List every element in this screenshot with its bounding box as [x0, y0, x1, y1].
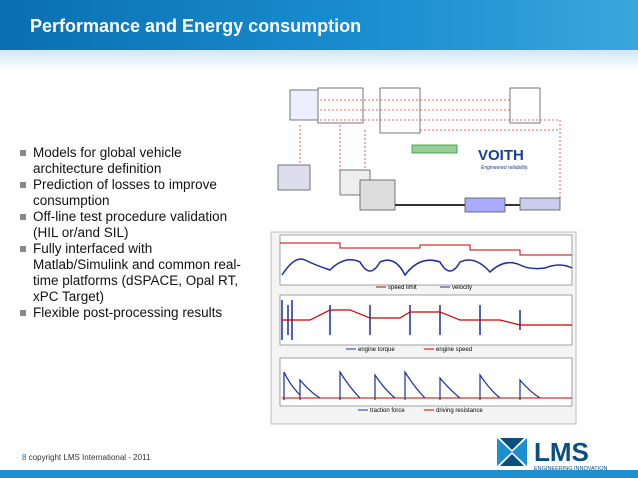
plot-panel: traction force driving resistance: [279, 357, 573, 414]
legend-label: engine speed: [436, 347, 472, 353]
lms-tagline: ENGINEERING INNOVATION: [534, 466, 607, 472]
bullet: Fully interfaced with Matlab/Simulink an…: [20, 241, 245, 305]
header-fade: [0, 50, 638, 70]
bullet: Flexible post-processing results: [20, 305, 245, 321]
schematic: [277, 87, 561, 213]
bullet-list: Models for global vehicle architecture d…: [20, 145, 245, 321]
legend-label: speed limit: [388, 285, 417, 291]
legend-label: traction force: [370, 408, 405, 414]
voith-tagline: Engineered reliability.: [481, 165, 528, 171]
bullet: Off-line test procedure validation (HIL …: [20, 209, 245, 241]
footer: 8 copyright LMS International - 2011: [22, 453, 150, 462]
lms-name: LMS: [534, 437, 589, 467]
bullet: Prediction of losses to improve consumpt…: [20, 177, 245, 209]
legend-label: engine torque: [358, 347, 395, 353]
copyright: copyright LMS International - 2011: [28, 453, 151, 462]
bottom-bar: [0, 470, 638, 478]
page-number: 8: [22, 453, 27, 462]
bullet: Models for global vehicle architecture d…: [20, 145, 245, 177]
plot-panel: engine torque engine speed: [279, 294, 573, 353]
lms-logo: LMS ENGINEERING INNOVATION: [497, 437, 607, 472]
legend-label: driving resistance: [436, 408, 483, 414]
header-bar: [0, 0, 638, 50]
voith-logo: VOITH: [478, 147, 524, 164]
plot-panel: speed limit velocity: [279, 234, 573, 291]
legend-label: velocity: [452, 285, 472, 291]
slide-title: Performance and Energy consumption: [30, 16, 362, 36]
